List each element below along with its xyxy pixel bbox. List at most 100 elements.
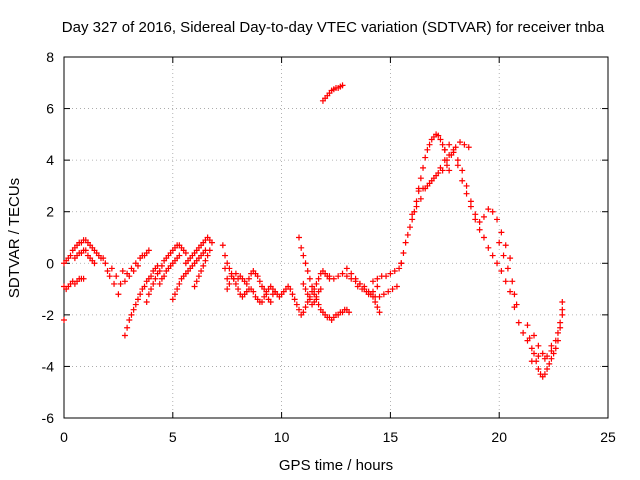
- data-point: [230, 275, 237, 282]
- data-point: [528, 358, 535, 365]
- data-point: [198, 268, 205, 275]
- data-point: [409, 211, 416, 218]
- data-point: [343, 273, 350, 280]
- data-point: [441, 157, 448, 164]
- data-point: [311, 298, 318, 305]
- data-point: [415, 188, 422, 195]
- data-point: [117, 280, 124, 287]
- data-point: [176, 252, 183, 259]
- data-point: [256, 278, 263, 285]
- data-point: [389, 286, 396, 293]
- data-point: [335, 273, 342, 280]
- data-point: [485, 206, 492, 213]
- data-point: [457, 139, 464, 146]
- data-point: [541, 355, 548, 362]
- data-point: [548, 342, 555, 349]
- data-point: [254, 273, 261, 280]
- data-point: [289, 291, 296, 298]
- data-point: [148, 273, 155, 280]
- data-point: [134, 262, 141, 269]
- data-point: [509, 278, 516, 285]
- data-point: [343, 265, 350, 272]
- y-tick-label: 8: [46, 49, 54, 65]
- data-point: [374, 283, 381, 290]
- data-point: [513, 301, 520, 308]
- data-point: [465, 144, 472, 151]
- data-point: [352, 275, 359, 282]
- data-point: [387, 270, 394, 277]
- data-point: [148, 286, 155, 293]
- data-point: [535, 366, 542, 373]
- data-point: [426, 141, 433, 148]
- data-point: [467, 203, 474, 210]
- data-point: [417, 175, 424, 182]
- data-point: [520, 329, 527, 336]
- data-point: [424, 182, 431, 189]
- data-point: [420, 185, 427, 192]
- data-point: [130, 306, 137, 313]
- data-point: [143, 298, 150, 305]
- plot-frame: [63, 56, 609, 419]
- data-point: [204, 252, 211, 259]
- data-point: [306, 296, 313, 303]
- data-point: [435, 132, 442, 139]
- data-point: [463, 182, 470, 189]
- data-point: [315, 275, 322, 282]
- data-point: [459, 177, 466, 184]
- data-point: [437, 164, 444, 171]
- data-point: [128, 311, 135, 318]
- data-point: [450, 146, 457, 153]
- data-points: [61, 82, 566, 380]
- data-point: [152, 275, 159, 282]
- data-point: [461, 141, 468, 148]
- data-point: [372, 298, 379, 305]
- data-point: [150, 280, 157, 287]
- data-point: [263, 291, 270, 298]
- data-point: [502, 242, 509, 249]
- data-point: [121, 332, 128, 339]
- data-point: [385, 288, 392, 295]
- data-point: [494, 260, 501, 267]
- data-point: [287, 286, 294, 293]
- y-tick-label: -2: [42, 307, 55, 323]
- data-point: [226, 280, 233, 287]
- data-point: [369, 278, 376, 285]
- data-point: [454, 157, 461, 164]
- y-tick-label: -4: [42, 358, 55, 374]
- data-point: [437, 136, 444, 143]
- data-point: [156, 280, 163, 287]
- data-point: [224, 286, 231, 293]
- data-point: [424, 146, 431, 153]
- data-point: [121, 278, 128, 285]
- data-point: [291, 296, 298, 303]
- data-point: [304, 291, 311, 298]
- data-point: [398, 260, 405, 267]
- data-point: [346, 309, 353, 316]
- data-point: [134, 296, 141, 303]
- data-point: [326, 273, 333, 280]
- y-tick-labels: -6 -4 -2 0 2 4 6 8: [42, 49, 55, 426]
- data-point: [467, 198, 474, 205]
- x-tick-label: 15: [383, 429, 399, 445]
- data-point: [393, 283, 400, 290]
- data-point: [374, 304, 381, 311]
- data-point: [174, 286, 181, 293]
- data-point: [317, 286, 324, 293]
- data-point: [454, 162, 461, 169]
- data-point: [500, 252, 507, 259]
- data-point: [502, 278, 509, 285]
- data-point: [182, 249, 189, 256]
- data-point: [526, 335, 533, 342]
- chart-title: Day 327 of 2016, Sidereal Day-to-day VTE…: [62, 19, 605, 36]
- data-point: [498, 229, 505, 236]
- data-point: [309, 283, 316, 290]
- y-tick-label: -6: [42, 410, 55, 426]
- data-point: [141, 283, 148, 290]
- data-point: [126, 273, 133, 280]
- data-point: [300, 280, 307, 287]
- data-point: [404, 231, 411, 238]
- data-point: [463, 190, 470, 197]
- data-point: [443, 162, 450, 169]
- data-point: [224, 275, 231, 282]
